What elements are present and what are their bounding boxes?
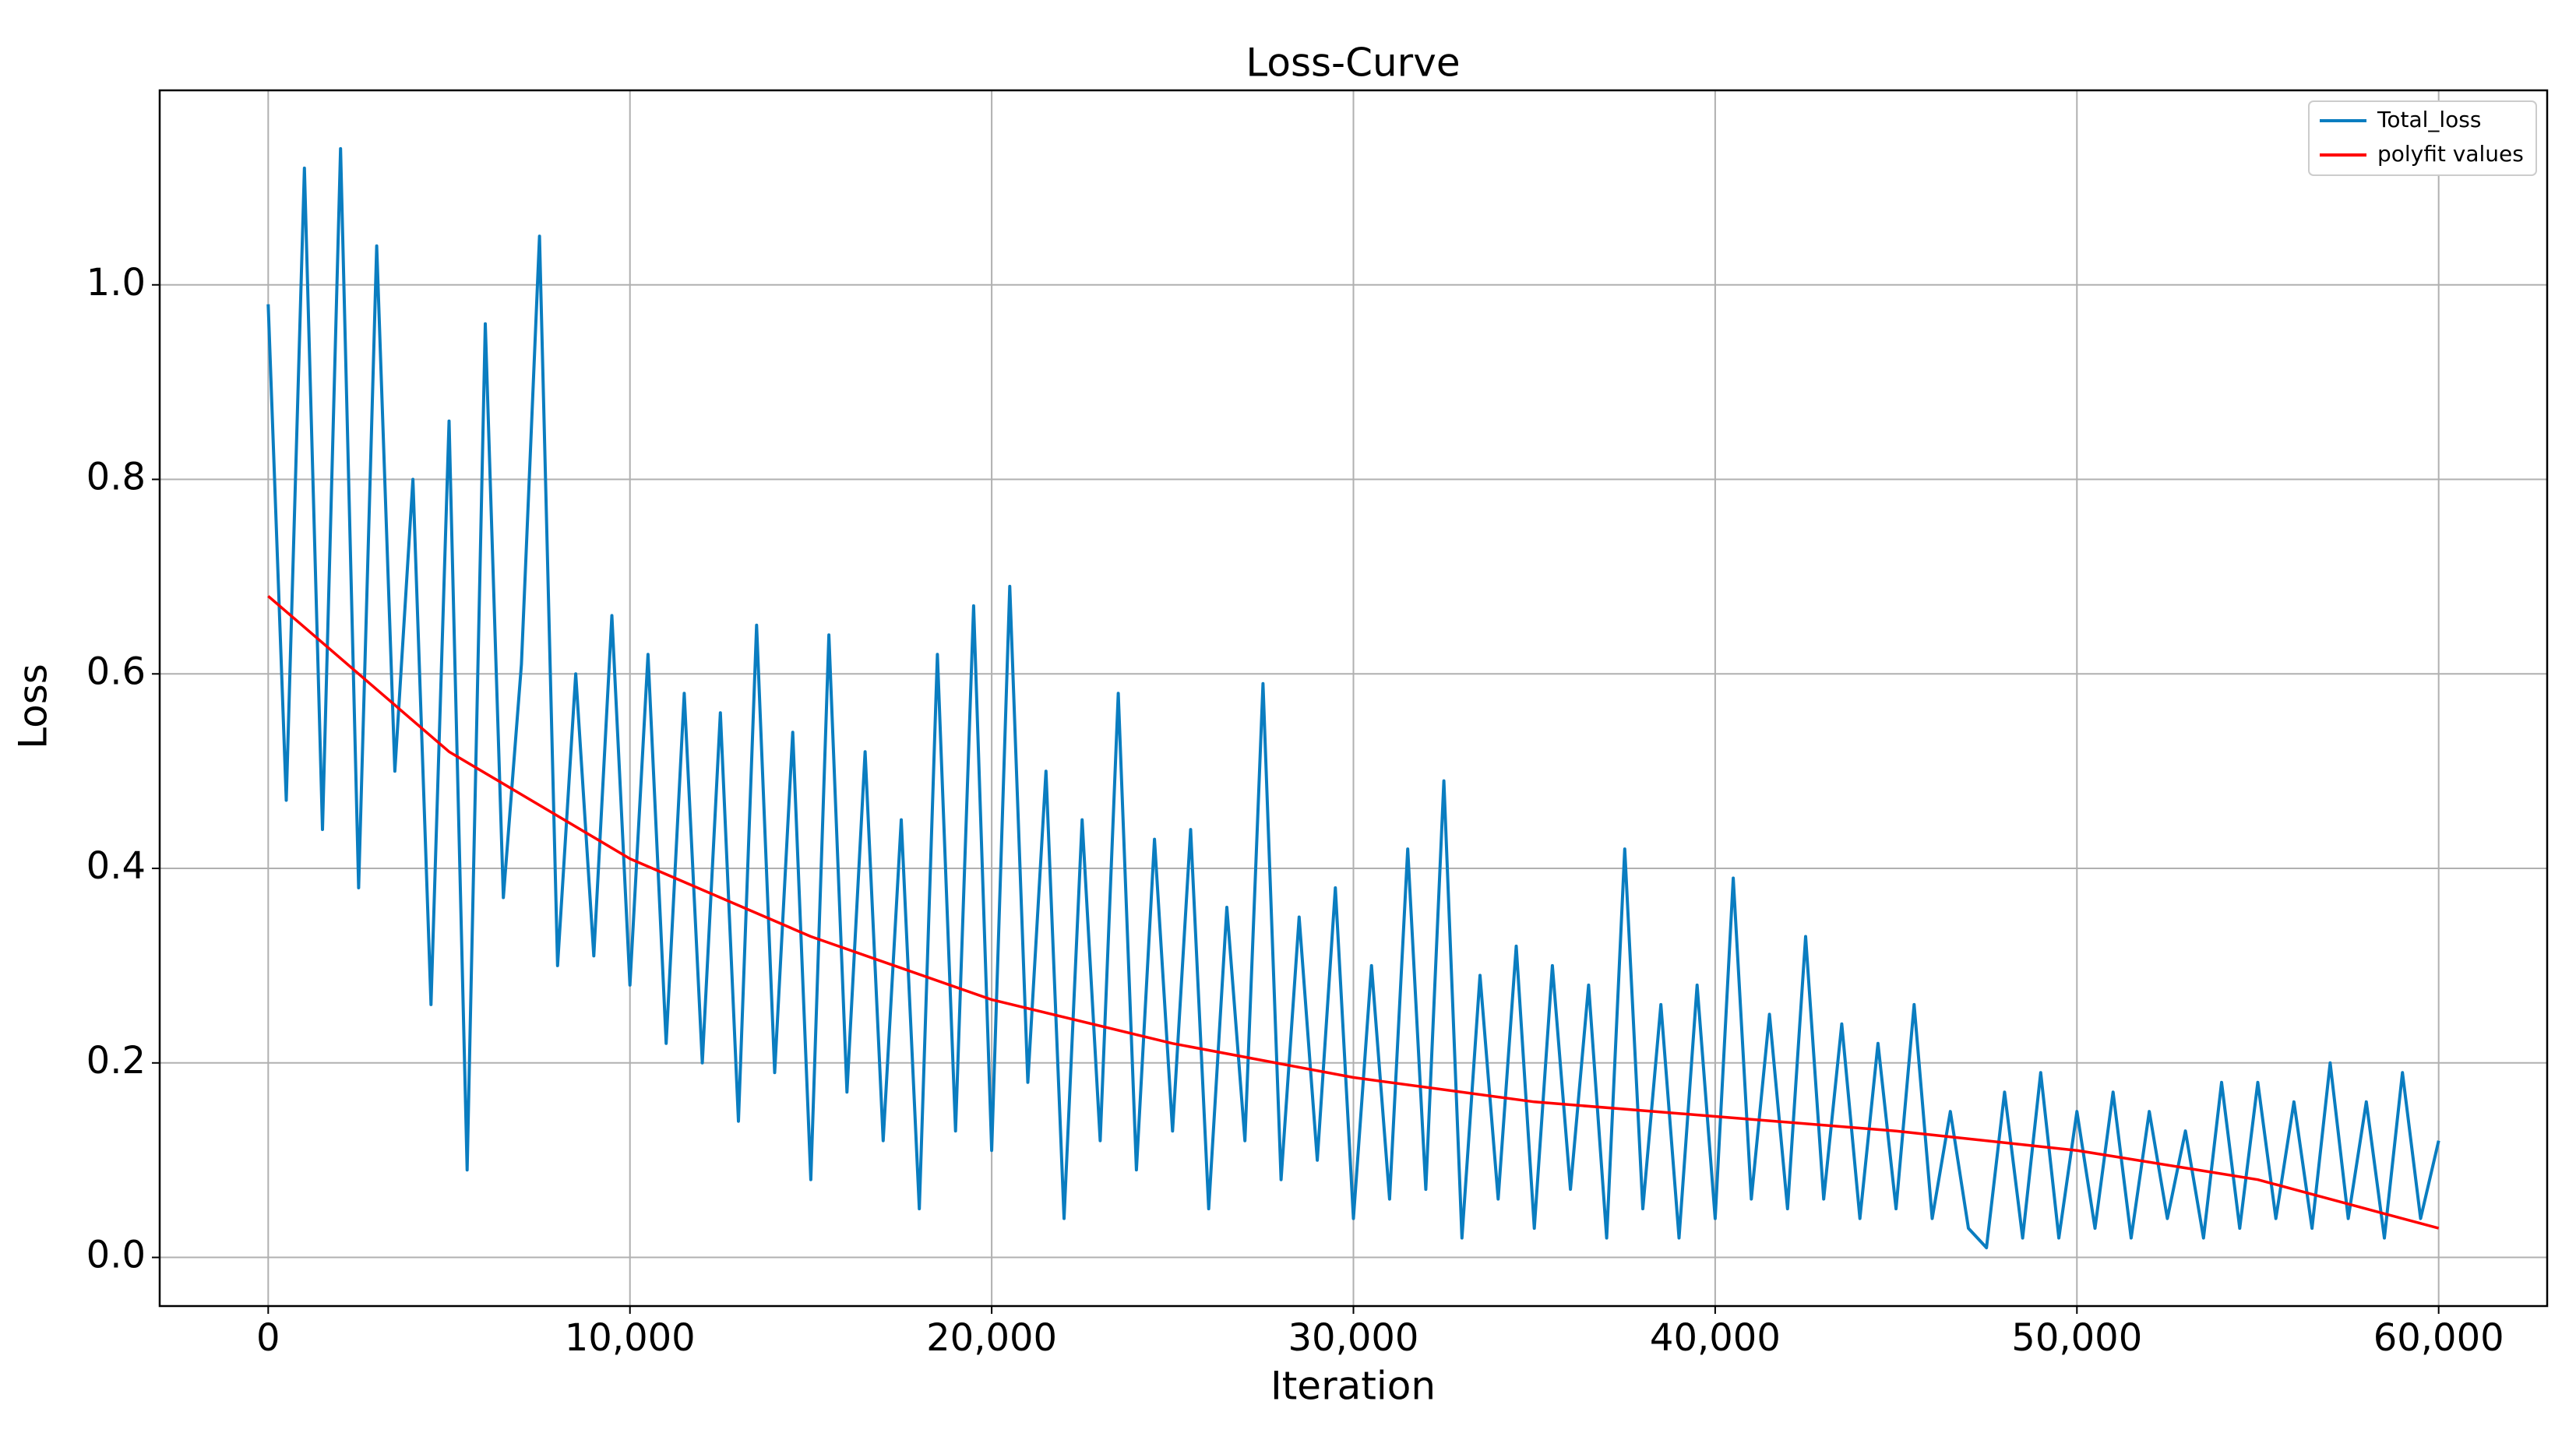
plot-frame <box>158 89 2549 1308</box>
x-tick-label: 50,000 <box>2011 1316 2142 1360</box>
y-tick-label: 0.6 <box>86 650 146 693</box>
x-tick-label: 20,000 <box>926 1316 1057 1360</box>
y-tick-label: 0.4 <box>86 844 146 888</box>
legend-label: polyfit values <box>2377 141 2524 167</box>
y-tick-label: 0.8 <box>86 456 146 499</box>
y-axis-label: Loss <box>11 664 56 749</box>
series-line <box>267 595 2440 1230</box>
series-line <box>266 146 2440 1250</box>
x-tick-label: 10,000 <box>565 1316 696 1360</box>
x-tick-label: 40,000 <box>1650 1316 1781 1360</box>
legend-label: Total_loss <box>2377 107 2481 132</box>
y-tick-label: 0.0 <box>86 1234 146 1277</box>
x-tick-label: 30,000 <box>1288 1316 1419 1360</box>
x-tick-label: 0 <box>256 1316 280 1360</box>
y-tick-label: 1.0 <box>86 261 146 305</box>
x-tick-label: 60,000 <box>2373 1316 2504 1360</box>
chart-title: Loss-Curve <box>1246 40 1460 86</box>
x-axis-label: Iteration <box>1270 1364 1436 1409</box>
y-tick-label: 0.2 <box>86 1039 146 1083</box>
